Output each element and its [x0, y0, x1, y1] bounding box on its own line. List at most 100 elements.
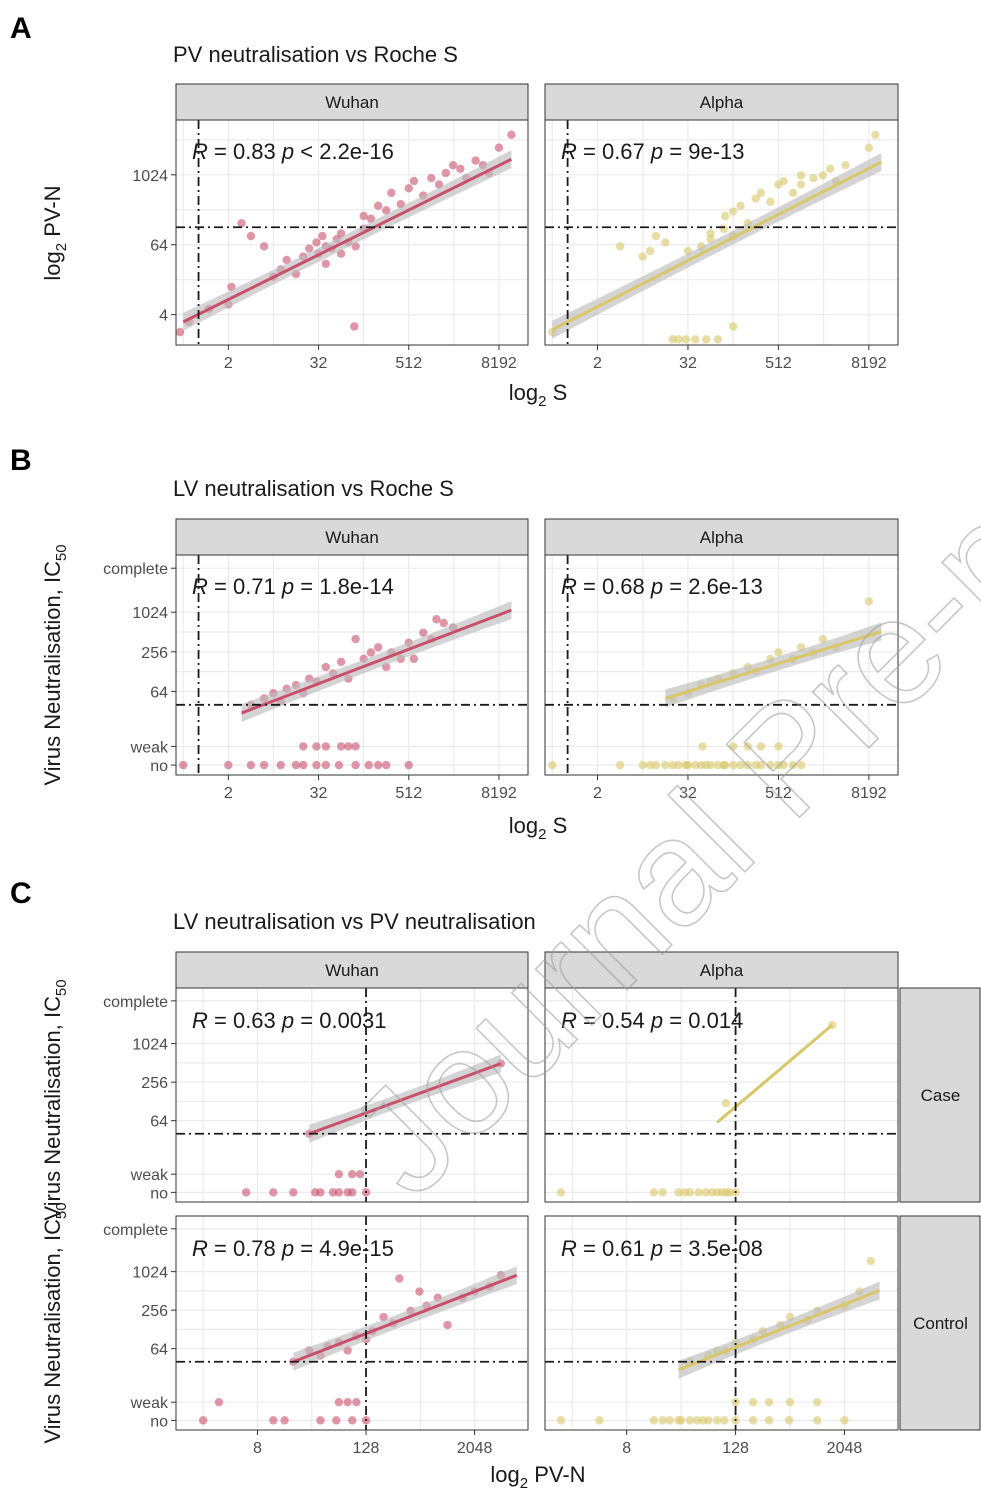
b-wuhan-ytick-label-0: complete	[103, 561, 168, 578]
panel-letter-c: C	[10, 877, 32, 910]
c-control-alpha-no-point-3	[658, 1416, 667, 1425]
c-control-alpha-no-point-12	[720, 1416, 729, 1425]
b-alpha-no-point-5	[661, 760, 670, 770]
c-control-alpha-weak-point-3	[785, 1397, 795, 1407]
b-wuhan-no-point-12	[373, 760, 383, 770]
c-case-wuhan-plot-border	[175, 987, 529, 1203]
b-wuhan-weak-point-2	[321, 742, 331, 751]
c-control-wuhan-no-point-3	[316, 1416, 325, 1425]
c-case-alpha-no-point-1	[649, 1188, 659, 1197]
a-wuhan-point-5	[237, 219, 246, 228]
c-case-alpha-no-point-6	[694, 1188, 703, 1197]
c-case-wuhan-strip	[175, 951, 529, 989]
a-alpha-point-30	[796, 171, 806, 180]
a-alpha-point-35	[841, 160, 850, 170]
b-wuhan-strip-label: Wuhan	[325, 528, 379, 547]
b-wuhan-plot-border	[175, 554, 529, 776]
c-control-alpha-no-point-2	[649, 1416, 659, 1425]
b-wuhan-facet: Wuhan R = 0.71 p = 1.8e-14 2 32 512 8192 compl…	[103, 518, 529, 802]
c-control-alpha-no-point-18	[840, 1416, 849, 1425]
b-alpha-fit-line	[664, 630, 882, 700]
b-wuhan-no-point-6	[299, 760, 308, 770]
a-alpha-point-24	[756, 188, 766, 198]
b-wuhan-point-22	[419, 628, 428, 637]
c-row-case-strip-label: Case	[921, 1086, 961, 1105]
b-wuhan-no-point-10	[351, 760, 360, 770]
c-control-wuhan-ytick-label-0: complete	[103, 1222, 168, 1239]
c-control-alpha-fit-line	[678, 1289, 881, 1372]
a-alpha-point-2	[638, 252, 647, 261]
a-alpha-xtick-label-2: 512	[765, 355, 792, 372]
b-wuhan-point-13	[351, 634, 360, 644]
c-case-alpha-no-point-7	[701, 1188, 711, 1197]
a-alpha-point-6	[668, 335, 677, 344]
b-wuhan-point-21	[409, 654, 419, 664]
b-wuhan-weak-point-0	[299, 742, 308, 751]
a-alpha-point-31	[809, 173, 818, 183]
b-wuhan-no-point-11	[364, 760, 374, 770]
b-wuhan-no-point-7	[312, 760, 321, 770]
c-case-alpha-no-point-0	[556, 1188, 566, 1197]
c-case-wuhan-ytick-label-2: 256	[141, 1075, 168, 1092]
b-alpha-plot-border	[544, 554, 899, 776]
b-wuhan-no-point-4	[276, 760, 285, 770]
a-wuhan-point-6	[246, 231, 256, 241]
b-wuhan-no-point-9	[334, 760, 344, 770]
c-control-wuhan-point-13	[415, 1287, 424, 1296]
b-alpha-xtick-label-0: 2	[593, 785, 602, 802]
b-wuhan-weak-point-1	[312, 742, 321, 751]
c-control-alpha-plot-bg	[545, 1216, 898, 1430]
c-case-wuhan-ytick-label-3: 64	[150, 1114, 168, 1131]
a-alpha-point-10	[691, 335, 700, 344]
b-alpha-point-15	[864, 597, 874, 606]
panel-b: Wuhan R = 0.71 p = 1.8e-14 2 32 512 8192 compl…	[40, 518, 899, 843]
panel-c: Wuhan R = 0.63 p = 0.0031 complete 1024 256 6…	[40, 951, 981, 1492]
a-wuhan-xtick-label-1: 32	[310, 355, 328, 372]
c-control-alpha-point-13	[866, 1256, 875, 1266]
c-case-wuhan-ytick-label-1: 1024	[132, 1037, 168, 1054]
c-case-alpha-no-point-12	[725, 1188, 734, 1197]
a-wuhan-ytick-label-0: 4	[159, 308, 168, 325]
panel-c-title: LV neutralisation vs PV neutralisation	[173, 909, 536, 934]
c-case-wuhan-strip-label: Wuhan	[325, 961, 379, 980]
b-alpha-no-point-14	[713, 760, 723, 770]
a-wuhan-strip	[175, 83, 529, 121]
b-wuhan-no-point-3	[259, 760, 269, 770]
b-wuhan-point-9	[321, 662, 331, 672]
a-alpha-point-5	[661, 238, 670, 247]
c-case-alpha-plot-border	[544, 987, 899, 1203]
c-case-alpha-strip-label: Alpha	[700, 961, 744, 980]
a-wuhan-point-27	[359, 211, 368, 221]
c-control-wuhan-no-point-5	[348, 1416, 357, 1425]
a-alpha-point-19	[728, 207, 738, 216]
a-alpha-point-15	[713, 335, 723, 344]
b-alpha-xtick-label-1: 32	[679, 785, 697, 802]
b-wuhan-xtick-label-1: 32	[310, 785, 328, 802]
c-case-wuhan-weak-point-0	[334, 1169, 344, 1179]
c-control-alpha-no-point-10	[704, 1416, 713, 1425]
a-wuhan-point-0	[175, 327, 185, 337]
c-control-wuhan-no-point-4	[332, 1416, 341, 1425]
c-control-wuhan-ytick-label-1: 1024	[132, 1265, 168, 1282]
c-control-alpha-plot-border	[544, 1215, 899, 1431]
a-alpha-point-8	[681, 335, 691, 344]
b-wuhan-weak-point-4	[344, 742, 353, 751]
a-alpha-point-16	[719, 224, 729, 234]
b-wuhan-fit-line	[241, 608, 512, 715]
b-alpha-weak-point-1	[728, 742, 738, 751]
a-alpha-point-12	[702, 335, 711, 344]
b-alpha-weak-point-3	[756, 742, 766, 751]
c-case-wuhan-no-point-2	[289, 1188, 298, 1197]
b-wuhan-ytick-label-1: 1024	[132, 605, 168, 622]
panel-letter-b: B	[10, 444, 32, 477]
c-case-wuhan-no-point-4	[316, 1188, 325, 1197]
c-control-alpha-no-point-8	[692, 1416, 702, 1425]
c-case-alpha-point-0	[721, 1099, 731, 1108]
c-control-wuhan-point-16	[443, 1320, 452, 1330]
b-wuhan-no-point-2	[246, 760, 256, 770]
c-case-wuhan-ytick-label-5: no	[150, 1185, 168, 1202]
panel-b-xlabel: log2 S	[509, 813, 568, 843]
b-alpha-no-point-7	[674, 760, 683, 770]
a-alpha-xtick-label-3: 8192	[851, 355, 887, 372]
panel-b-title: LV neutralisation vs Roche S	[173, 476, 454, 501]
